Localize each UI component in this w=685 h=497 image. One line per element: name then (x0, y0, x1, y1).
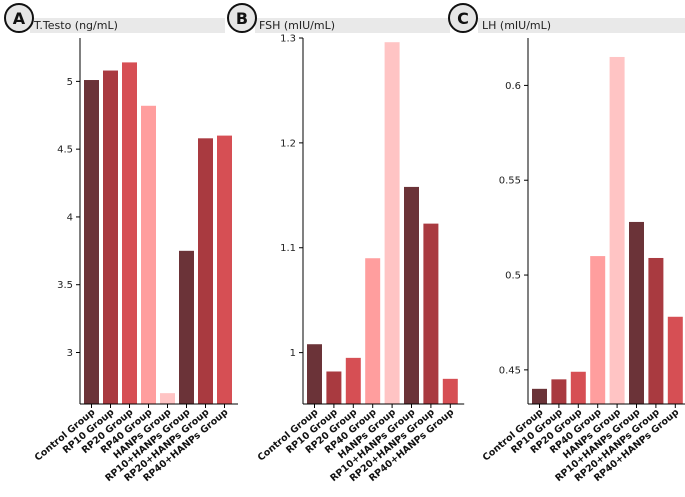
bar-8 (667, 316, 683, 404)
bar-6 (179, 250, 194, 404)
bar-6 (629, 221, 644, 404)
y-tick-label: 0.55 (499, 176, 521, 187)
y-tick-label: 1.3 (280, 34, 296, 45)
title-band (255, 18, 450, 33)
panel-title: LH (mIU/mL) (482, 19, 551, 32)
y-tick-label: 4 (67, 212, 73, 223)
bar-2 (326, 371, 342, 404)
panel-label: B (236, 9, 248, 28)
y-tick-label: 3 (67, 348, 73, 359)
y-tick-label: 1.1 (280, 243, 296, 254)
panel-title: T.Testo (ng/mL) (33, 19, 118, 32)
y-tick-label: 0.6 (505, 81, 521, 92)
bar-2 (551, 379, 567, 404)
bar-7 (198, 138, 213, 405)
bar-4 (141, 105, 156, 405)
y-tick-label: 0.5 (505, 271, 521, 282)
panel-label: C (457, 9, 469, 28)
bar-7 (423, 223, 439, 404)
bar-1 (307, 344, 322, 404)
bar-8 (217, 135, 232, 404)
bar-2 (103, 70, 118, 405)
y-tick-label: 0.45 (499, 365, 521, 376)
bar-6 (404, 186, 419, 404)
panel-label-circle (227, 3, 257, 33)
bar-3 (345, 357, 361, 404)
bar-4 (590, 256, 606, 404)
bar-1 (84, 80, 99, 405)
bar-4 (365, 258, 381, 404)
y-tick-label: 5 (67, 77, 73, 88)
panel-label-circle (4, 3, 34, 33)
y-tick-label: 1.2 (280, 138, 296, 149)
y-tick-label: 1 (290, 348, 296, 359)
bar-8 (442, 378, 458, 404)
panel-title: FSH (mIU/mL) (259, 19, 335, 32)
panel-label: A (13, 9, 26, 28)
bar-5 (384, 42, 400, 404)
bar-3 (122, 62, 137, 405)
bar-3 (570, 371, 586, 404)
bar-5 (160, 393, 175, 404)
bar-5 (609, 56, 625, 404)
y-tick-label: 4.5 (57, 145, 73, 156)
title-band (478, 18, 685, 33)
bar-1 (532, 388, 547, 404)
bar-7 (648, 257, 664, 404)
y-tick-label: 3.5 (57, 280, 73, 291)
panel-label-circle (448, 3, 478, 33)
title-band (30, 18, 225, 33)
